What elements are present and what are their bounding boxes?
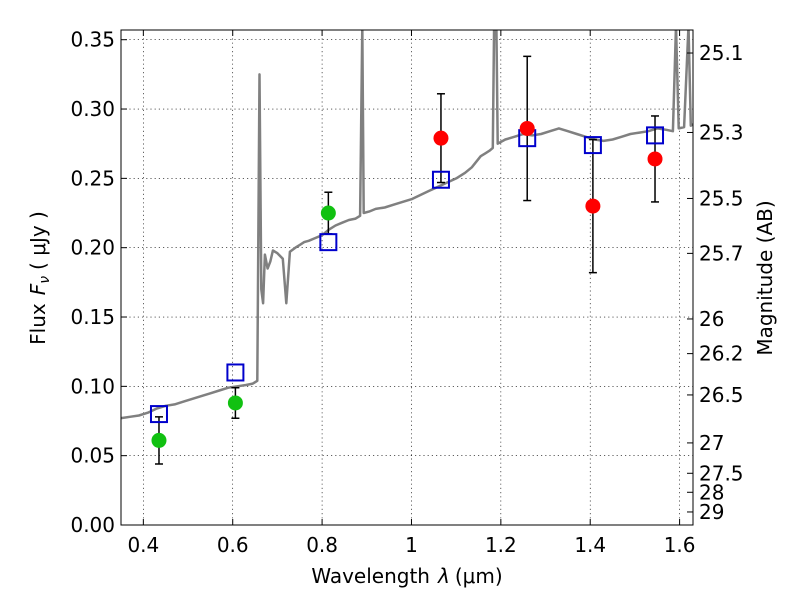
- observed-point: [151, 432, 167, 448]
- y-tick-label: 0.05: [70, 444, 115, 468]
- plot-frame: [120, 29, 694, 526]
- y-tick-label: 0.15: [70, 305, 115, 329]
- model-square-marker: [149, 405, 168, 424]
- x-tick-label: 1.2: [485, 533, 517, 557]
- y-axis-label-unit: ( μJy ): [26, 211, 50, 270]
- y-axis: 0.00 0.05 0.10 0.15 0.20 0.25 0.30 0.35: [70, 28, 127, 537]
- right-tick-label: 25.5: [699, 186, 744, 210]
- x-axis-label-symbol: λ: [437, 564, 450, 588]
- right-tick-label: 28: [699, 480, 724, 504]
- right-tick-label: 27.5: [699, 461, 744, 485]
- plot-area: [121, 30, 693, 465]
- observed-point: [647, 151, 663, 167]
- model-square-marker: [431, 170, 450, 189]
- model-square-marker: [319, 233, 338, 252]
- x-tick-label: 1.4: [574, 533, 606, 557]
- y-tick-label: 0.30: [70, 97, 115, 121]
- x-tick-label: 0.4: [127, 533, 159, 557]
- y-tick-label: 0.35: [70, 28, 115, 52]
- y-tick-label: 0.00: [70, 513, 115, 537]
- spectrum-line: [121, 30, 693, 420]
- x-axis: 0.4 0.6 0.8 1 1.2 1.4 1.6: [127, 30, 696, 557]
- x-axis-label: Wavelength λ (μm): [311, 564, 502, 588]
- x-axis-label-text: Wavelength: [311, 564, 430, 588]
- right-tick-label: 25.1: [699, 41, 744, 65]
- observed-point: [320, 205, 336, 221]
- model-square-marker: [583, 136, 602, 155]
- observed-point: [519, 120, 535, 136]
- right-tick-label: 26: [699, 307, 724, 331]
- right-tick-label: 27: [699, 431, 724, 455]
- observed-point: [227, 395, 243, 411]
- y-axis-label-subscript: ν: [37, 276, 53, 284]
- observed-point: [433, 130, 449, 146]
- y-tick-label: 0.20: [70, 236, 115, 260]
- right-axis-label: Magnitude (AB): [753, 200, 777, 355]
- observed-point: [585, 198, 601, 214]
- x-tick-label: 0.8: [306, 533, 338, 557]
- x-axis-label-unit: (μm): [455, 564, 503, 588]
- x-tick-label: 1.6: [664, 533, 696, 557]
- x-tick-label: 0.6: [217, 533, 249, 557]
- right-tick-label: 29: [699, 500, 724, 524]
- right-tick-label: 25.3: [699, 120, 744, 144]
- right-tick-label: 26.2: [699, 342, 744, 366]
- right-tick-label: 25.7: [699, 241, 744, 265]
- y-axis-label: Flux Fν ( μJy ): [26, 211, 53, 345]
- y-tick-label: 0.25: [70, 166, 115, 190]
- right-tick-label: 26.5: [699, 383, 744, 407]
- y-tick-label: 0.10: [70, 374, 115, 398]
- model-square-marker: [646, 126, 665, 145]
- y-axis-label-symbol: F: [26, 283, 50, 295]
- model-square-marker: [226, 363, 245, 382]
- y-axis-label-text: Flux: [26, 303, 50, 345]
- x-tick-label: 1: [405, 533, 418, 557]
